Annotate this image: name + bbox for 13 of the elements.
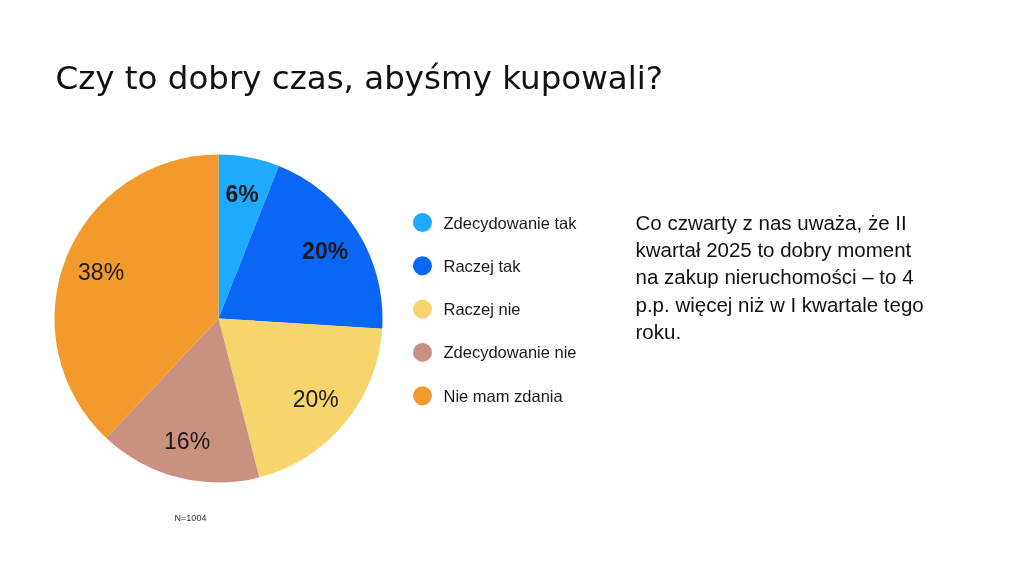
legend-label: Zdecydowanie tak bbox=[443, 213, 578, 232]
legend-label: Raczej tak bbox=[443, 256, 522, 275]
text: N=1004 bbox=[174, 512, 207, 523]
chart-title: Czy to dobry czas, abyśmy kupowali? bbox=[55, 58, 663, 97]
data-label: 20% bbox=[302, 237, 349, 264]
data-label: 20% bbox=[292, 385, 339, 412]
data-label: 16% bbox=[164, 427, 211, 454]
data-label: 6% bbox=[225, 181, 259, 208]
legend-label: Zdecydowanie nie bbox=[443, 343, 577, 362]
data-label: 38% bbox=[78, 259, 125, 286]
legend-label: Raczej nie bbox=[443, 300, 521, 319]
legend-label: Nie mam zdania bbox=[443, 386, 564, 405]
text: Co czwarty z nas uważa, że II kwartał 2025 to dobry moment na zakup nieruchomości – to 4 p.p. więcej niż w I kwartale tego roku. bbox=[635, 211, 924, 343]
